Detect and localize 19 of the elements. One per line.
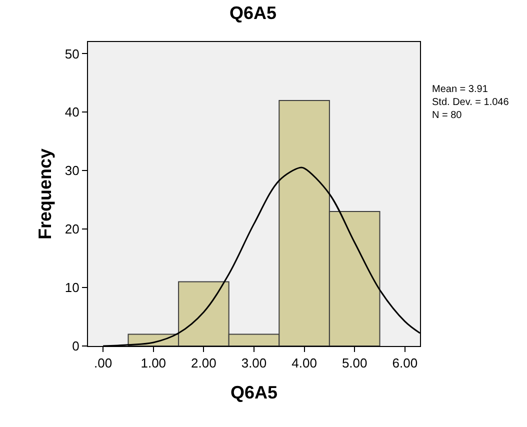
text: N = 80: [432, 110, 462, 121]
text: Mean = 3.91: [432, 84, 488, 95]
x-tick-label: 6.00: [392, 356, 418, 371]
text: Std. Dev. = 1.046: [432, 97, 510, 108]
y-axis-title: Frequency: [35, 148, 56, 240]
y-tick-label: 50: [64, 46, 80, 62]
x-tick-label: .00: [94, 356, 112, 371]
chart-title: Q6A5: [229, 3, 276, 24]
y-tick-label: 10: [64, 280, 80, 296]
x-tick-label: 3.00: [241, 356, 267, 371]
x-tick-label: 4.00: [292, 356, 317, 371]
x-axis-title: Q6A5: [230, 382, 278, 403]
y-tick-label: 0: [72, 338, 80, 354]
x-tick-label: 5.00: [342, 356, 368, 371]
x-tick-label: 1.00: [140, 356, 166, 371]
y-tick-label: 40: [64, 104, 80, 120]
y-tick-label: 30: [64, 163, 80, 178]
y-tick-label: 20: [64, 222, 80, 237]
x-tick-label: 2.00: [191, 356, 216, 371]
